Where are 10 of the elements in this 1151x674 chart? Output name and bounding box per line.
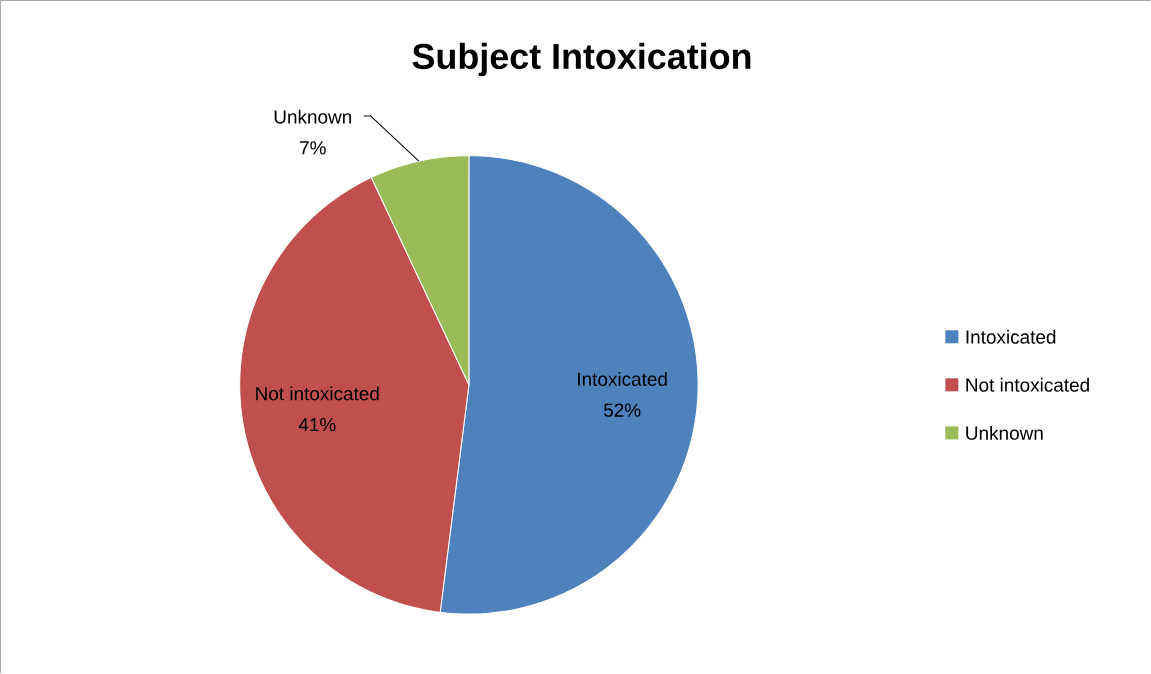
slice-label: Unknown	[274, 109, 352, 124]
legend-label: Not intoxicated	[966, 378, 1089, 392]
legend-label: Intoxicated	[966, 330, 1056, 344]
data-label: 41%	[298, 418, 336, 432]
data-label: 52%	[603, 403, 641, 418]
chart-title: Subject Intoxication	[412, 43, 751, 77]
slice-label: Intoxicated	[578, 372, 667, 387]
slice-label: Not intoxicated	[256, 386, 379, 401]
legend-label: Unknown	[966, 426, 1043, 441]
data-label: 7%	[300, 141, 326, 155]
